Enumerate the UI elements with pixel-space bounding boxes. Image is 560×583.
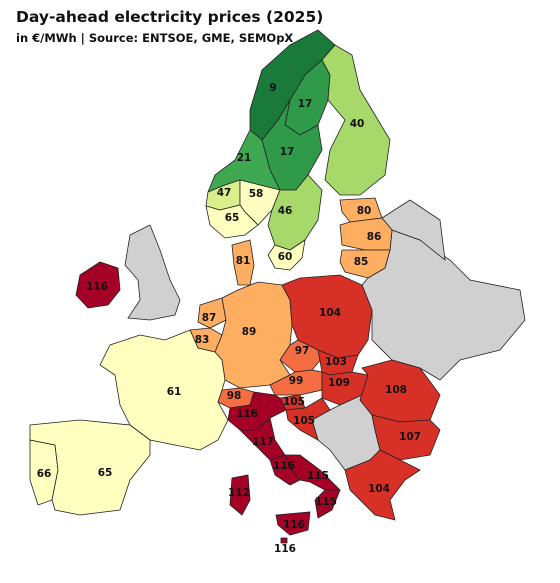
zone xyxy=(267,239,306,271)
zone xyxy=(321,44,391,196)
zone-label: 66 xyxy=(37,468,52,480)
zone-label: 112 xyxy=(228,487,250,499)
zone-label: 115 xyxy=(315,496,337,508)
zone-label: 97 xyxy=(295,345,310,357)
zone-label: 108 xyxy=(385,384,407,396)
zone-label: 17 xyxy=(280,146,295,158)
zone-label: 116 xyxy=(86,281,108,293)
zone-label: 104 xyxy=(368,483,390,495)
zone-label: 109 xyxy=(328,377,350,389)
zone-label: 46 xyxy=(278,205,293,217)
zone xyxy=(371,414,441,461)
zone-label: 17 xyxy=(298,98,313,110)
zone-label: 65 xyxy=(98,467,113,479)
zone-label: 99 xyxy=(289,375,304,387)
zone-label: 104 xyxy=(319,307,341,319)
zone-label: 81 xyxy=(236,255,251,267)
zone xyxy=(344,449,421,521)
zone-label: 105 xyxy=(283,396,305,408)
zone xyxy=(229,474,251,516)
zone xyxy=(275,511,311,536)
subtitle: in €/MWh | Source: ENTSOE, GME, SEMOpX xyxy=(16,31,293,45)
zone-label: 9 xyxy=(269,82,276,94)
zone-label: 47 xyxy=(217,187,232,199)
zone xyxy=(29,419,151,516)
zone-label: 21 xyxy=(237,152,252,164)
zone-label: 105 xyxy=(293,415,315,427)
zone-label: 116 xyxy=(283,519,305,531)
title: Day-ahead electricity prices (2025) xyxy=(16,8,323,26)
zone xyxy=(239,417,286,461)
zones xyxy=(29,29,441,544)
zone xyxy=(339,249,391,279)
no-data-land xyxy=(124,199,526,471)
labels: 9 17 40 17 21 47 58 65 46 60 80 86 85 81 116 87 83 89 104 9… xyxy=(37,82,421,555)
zone-label: 85 xyxy=(354,256,369,268)
zone-label: 116 xyxy=(274,543,296,555)
zone xyxy=(99,329,229,451)
zone xyxy=(75,261,121,309)
zone xyxy=(279,339,323,373)
zone-label: 58 xyxy=(249,188,264,200)
zone-label: 65 xyxy=(225,212,240,224)
zone-label: 89 xyxy=(242,326,257,338)
zone xyxy=(339,217,393,251)
zone xyxy=(280,537,288,544)
zone-label: 103 xyxy=(325,356,347,368)
zone-label: 83 xyxy=(195,334,210,346)
zone-label: 107 xyxy=(399,431,421,443)
zone-label: 87 xyxy=(202,312,217,324)
zone-label: 116 xyxy=(273,460,295,472)
zone-label: 117 xyxy=(252,436,274,448)
zone-label: 115 xyxy=(307,470,329,482)
zone-label: 86 xyxy=(367,231,382,243)
zone-label: 116 xyxy=(236,408,258,420)
uk xyxy=(124,224,181,321)
zone-label: 80 xyxy=(357,205,372,217)
zone xyxy=(285,397,331,441)
zone-label: 98 xyxy=(227,390,242,402)
zone-label: 61 xyxy=(167,386,182,398)
zone xyxy=(227,391,287,431)
zone-label: 60 xyxy=(278,251,293,263)
zone xyxy=(197,297,227,329)
zone xyxy=(314,489,341,519)
zone xyxy=(205,204,259,239)
zone-label: 40 xyxy=(350,118,365,130)
